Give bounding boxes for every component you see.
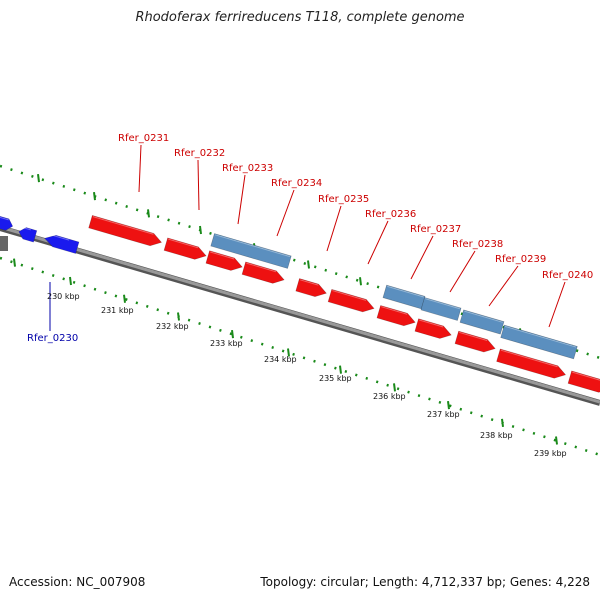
inner-ring-tick xyxy=(339,365,342,374)
kbp-ticks: 230 kbp 231 kbp 232 kbp 233 kbp 234 kbp 235 k… xyxy=(47,292,567,458)
gene-label: Rfer_0234 xyxy=(271,178,322,189)
gene-label: Rfer_0238 xyxy=(452,239,503,250)
rna-feature xyxy=(500,324,578,360)
forward-gene xyxy=(496,348,567,379)
inner-ring-tick xyxy=(447,400,450,410)
reverse-gene xyxy=(18,226,38,243)
inner-ring-tick xyxy=(13,258,16,267)
backbone-end xyxy=(0,236,8,251)
rna-feature xyxy=(210,233,292,269)
kbp-tick-label: 238 kbp xyxy=(480,431,513,440)
gene-label: Rfer_0232 xyxy=(174,148,225,159)
forward-gene xyxy=(567,370,600,393)
forward-gene xyxy=(295,278,327,297)
gene-leader-line xyxy=(410,235,434,280)
outer-ring-tick xyxy=(359,277,362,286)
gene-leader-line xyxy=(237,174,246,225)
rna-feature xyxy=(420,297,462,321)
forward-gene xyxy=(376,305,416,327)
inner-ring-tick xyxy=(231,330,234,339)
kbp-tick-label: 237 kbp xyxy=(427,410,460,419)
inner-ring-tick xyxy=(123,294,126,303)
kbp-tick-label: 231 kbp xyxy=(101,306,134,315)
gene-leader-line xyxy=(488,265,519,307)
gene-leader-line xyxy=(548,281,566,328)
inner-ring-tick xyxy=(393,383,396,392)
gene-leader-line xyxy=(276,189,295,237)
backbone xyxy=(0,225,600,406)
gene-label: Rfer_0233 xyxy=(222,163,273,174)
forward-gene xyxy=(454,330,496,353)
forward-gene xyxy=(414,318,452,339)
outer-ring-tick xyxy=(37,174,40,183)
kbp-tick-label: 232 kbp xyxy=(156,322,189,331)
kbp-tick-label: 235 kbp xyxy=(319,374,352,383)
forward-gene xyxy=(163,237,207,260)
kbp-tick-label: 234 kbp xyxy=(264,355,297,364)
forward-gene xyxy=(241,261,285,284)
kbp-tick-label: 233 kbp xyxy=(210,339,243,348)
genome-summary-text: Topology: circular; Length: 4,712,337 bp… xyxy=(260,575,590,589)
outer-ring-tick xyxy=(307,260,310,269)
gene-leader-line xyxy=(326,205,342,252)
gene-features xyxy=(0,215,600,393)
kbp-tick-label: 239 kbp xyxy=(534,449,567,458)
gene-label: Rfer_0231 xyxy=(118,133,169,144)
gene-labels: Rfer_0230 Rfer_0231 Rfer_0232 Rfer_0233 Rfer… xyxy=(27,133,593,344)
reverse-gene xyxy=(44,233,80,254)
outer-ring-tick xyxy=(93,191,96,201)
kbp-tick-label: 230 kbp xyxy=(47,292,80,301)
gene-label: Rfer_0237 xyxy=(410,224,461,235)
rna-feature xyxy=(459,309,505,335)
map-title: Rhodoferax ferrireducens T118, complete … xyxy=(135,10,465,25)
gene-label: Rfer_0239 xyxy=(495,254,546,265)
kbp-tick-label: 236 kbp xyxy=(373,392,406,401)
outer-ring-tick xyxy=(147,209,150,218)
forward-gene xyxy=(327,288,375,313)
accession-text: Accession: NC_007908 xyxy=(9,575,146,589)
gene-leader-line xyxy=(138,144,142,193)
gene-label: Rfer_0236 xyxy=(365,209,416,220)
reverse-gene xyxy=(0,215,14,231)
inner-ring-tick xyxy=(555,436,558,445)
dotted-scale-rings xyxy=(0,164,600,457)
inner-ring-tick xyxy=(177,312,180,321)
rna-feature xyxy=(382,284,426,310)
forward-gene xyxy=(88,215,163,247)
gene-leader-line xyxy=(197,159,200,211)
gene-label: Rfer_0235 xyxy=(318,194,369,205)
gene-label: Rfer_0240 xyxy=(542,270,593,281)
inner-ring-tick xyxy=(501,418,504,427)
backbone-highlight xyxy=(0,225,600,404)
outer-ring-tick xyxy=(199,225,202,235)
inner-ring-tick xyxy=(287,348,290,357)
gene-leader-line xyxy=(367,220,389,265)
gene-leader-line xyxy=(449,250,476,293)
inner-ring-tick xyxy=(69,276,72,286)
forward-gene xyxy=(205,250,243,271)
gene-label: Rfer_0230 xyxy=(27,333,78,344)
